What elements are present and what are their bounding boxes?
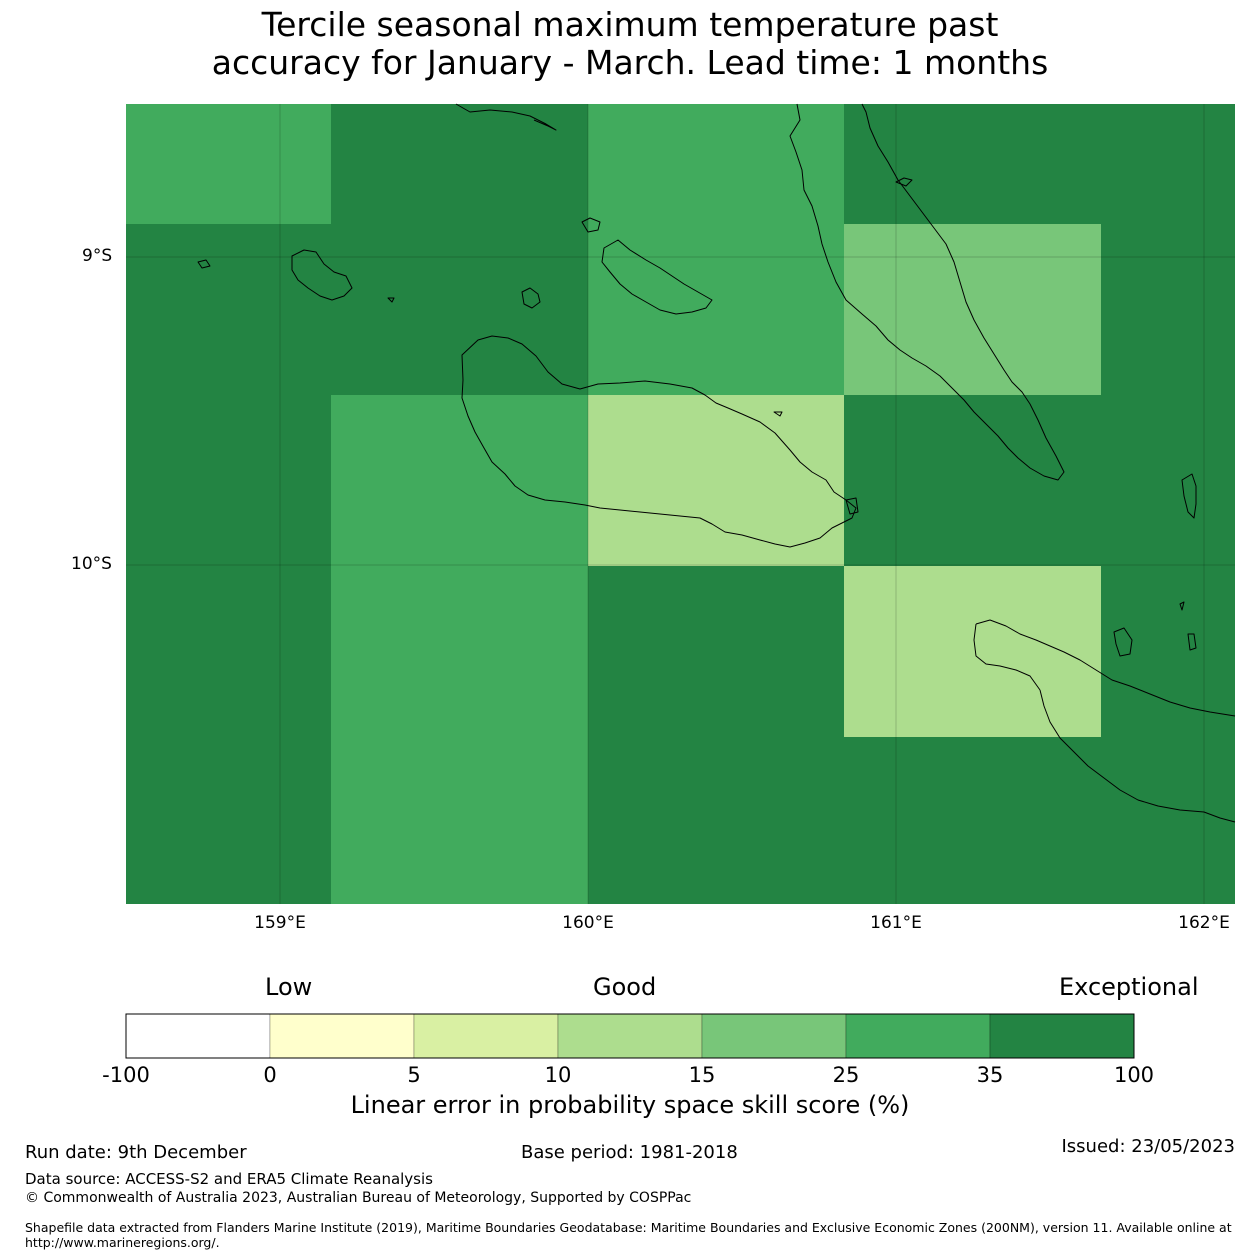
coastline-east-islet3 — [1187, 633, 1197, 651]
category-exceptional: Exceptional — [1059, 973, 1199, 1001]
coastline-malaita — [789, 103, 1065, 481]
coastline-islet — [581, 217, 601, 233]
colorbar-border — [125, 1013, 1135, 1059]
coastline-islet-c — [773, 411, 783, 417]
colorbar-tick: 5 — [407, 1063, 421, 1087]
colorbar-segment — [557, 1013, 703, 1059]
grid-cell — [588, 395, 844, 566]
colorbar-tick: -100 — [102, 1063, 150, 1087]
coastline-north-islands — [455, 103, 557, 131]
lon-label-161e: 161°E — [870, 913, 922, 933]
colorbar-segment — [413, 1013, 559, 1059]
lat-label-10s: 10°S — [71, 554, 112, 574]
colorbar — [125, 1013, 1135, 1059]
shapefile-credit-line-1: Shapefile data extracted from Flanders M… — [25, 1220, 1232, 1235]
title-line-2: accuracy for January - March. Lead time:… — [211, 43, 1049, 82]
colorbar-segment — [269, 1013, 415, 1059]
graticule — [126, 104, 1235, 904]
coastline-east-islet2 — [1179, 601, 1185, 611]
colorbar-segment — [845, 1013, 991, 1059]
colorbar-tick: 10 — [544, 1063, 572, 1087]
colorbar-segment — [701, 1013, 847, 1059]
coastline-makira — [975, 619, 1236, 717]
title-line-1: Tercile seasonal maximum temperature pas… — [261, 5, 999, 44]
issued-date: Issued: 23/05/2023 — [1061, 1136, 1235, 1157]
coastline-east-islet — [1181, 473, 1197, 519]
coastline-russell-islet2 — [387, 297, 395, 303]
colorbar-tick: 0 — [263, 1063, 277, 1087]
colorbar-tick: 100 — [1113, 1063, 1155, 1087]
coastlines — [197, 103, 1236, 823]
coastline-russell-islet — [197, 259, 211, 269]
colorbar-segment — [989, 1013, 1135, 1059]
grid-cell — [588, 104, 844, 395]
lat-label-9s: 9°S — [82, 246, 113, 266]
colorbar-tick: 15 — [688, 1063, 716, 1087]
base-period: Base period: 1981-2018 — [521, 1142, 738, 1163]
lon-label-162e: 162°E — [1178, 913, 1230, 933]
coastline-guadalcanal — [461, 335, 857, 548]
category-good: Good — [593, 973, 657, 1001]
map-title: Tercile seasonal maximum temperature pas… — [0, 6, 1260, 82]
coastline-nggela — [601, 239, 713, 315]
copyright: © Commonwealth of Australia 2023, Austra… — [25, 1190, 692, 1206]
colorbar-segment — [125, 1013, 271, 1059]
colorbar-tick: 35 — [976, 1063, 1004, 1087]
colorbar-tick: 25 — [832, 1063, 860, 1087]
shapefile-credit-line-2: http://www.marineregions.org/. — [25, 1235, 220, 1250]
category-low: Low — [265, 973, 313, 1001]
run-date: Run date: 9th December — [25, 1142, 247, 1163]
coastline-russell — [291, 249, 353, 301]
coastline-islet-d — [845, 497, 859, 515]
coastline-north-islet — [895, 177, 913, 187]
data-source: Data source: ACCESS-S2 and ERA5 Climate … — [25, 1170, 433, 1188]
grid-cell — [331, 395, 588, 904]
skill-grid — [126, 104, 1235, 904]
coastline-makira-south — [1039, 689, 1236, 823]
lon-label-160e: 160°E — [562, 913, 614, 933]
grid-cell — [126, 104, 331, 224]
grid-cell — [844, 566, 1101, 737]
coastline-savo — [521, 287, 541, 309]
grid-cell — [844, 224, 1101, 395]
coastline-ugi — [1113, 627, 1133, 657]
colorbar-label: Linear error in probability space skill … — [350, 1091, 910, 1119]
lon-label-159e: 159°E — [254, 913, 306, 933]
coastline-makira-west — [973, 623, 1041, 691]
